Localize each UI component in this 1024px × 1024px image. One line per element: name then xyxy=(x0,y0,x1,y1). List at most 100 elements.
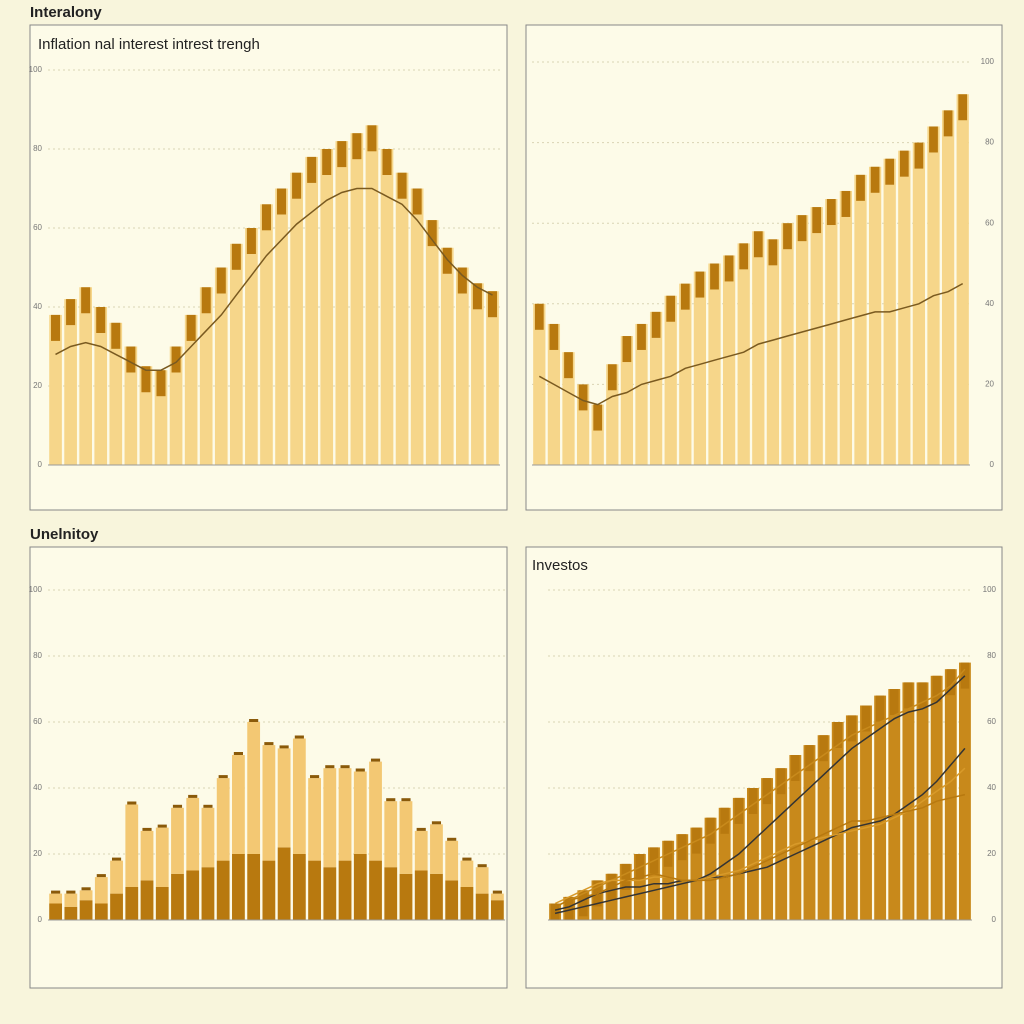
y-tick-label: 80 xyxy=(33,144,42,153)
candle xyxy=(156,370,166,397)
line xyxy=(554,793,966,908)
bar xyxy=(199,287,213,465)
candle xyxy=(870,166,880,193)
chart-title: Inflation nal interest intrest trengh xyxy=(38,36,260,53)
y-tick-label: 20 xyxy=(987,849,996,858)
bar xyxy=(262,745,276,861)
candle xyxy=(875,695,885,722)
bar xyxy=(732,797,745,920)
bar xyxy=(425,220,439,465)
candle xyxy=(292,172,302,199)
candle xyxy=(753,231,763,258)
bar xyxy=(216,860,230,920)
candle xyxy=(487,291,497,318)
candle xyxy=(277,188,287,215)
candle xyxy=(841,190,851,217)
bar xyxy=(94,307,108,465)
bar xyxy=(471,283,484,465)
bar xyxy=(323,867,337,920)
candle xyxy=(899,150,909,177)
bar xyxy=(475,893,489,920)
bar xyxy=(399,801,413,874)
y-tick-label: 0 xyxy=(38,460,43,469)
candle xyxy=(622,336,632,363)
candle xyxy=(946,669,956,696)
bar xyxy=(789,755,802,920)
candle xyxy=(847,715,857,742)
bar xyxy=(384,801,398,868)
bar xyxy=(490,900,504,920)
bar-cap xyxy=(462,857,472,861)
bar xyxy=(79,890,93,901)
bar-cap xyxy=(370,758,381,762)
bar xyxy=(752,231,765,465)
bar-cap xyxy=(431,821,442,825)
bar-cap xyxy=(127,801,137,805)
bar xyxy=(308,860,321,920)
candle xyxy=(797,215,807,242)
candle xyxy=(472,283,482,310)
candle xyxy=(819,735,828,762)
bar xyxy=(384,867,398,920)
y-tick-label: 60 xyxy=(987,717,996,726)
bar xyxy=(839,190,853,465)
bar xyxy=(845,715,858,920)
bar xyxy=(445,880,459,920)
y-tick-label: 0 xyxy=(992,915,997,924)
bar xyxy=(232,854,245,920)
bar xyxy=(533,303,546,465)
bar xyxy=(902,682,915,920)
bar xyxy=(380,149,394,465)
candle xyxy=(695,271,705,298)
bar xyxy=(292,854,306,920)
candle xyxy=(666,295,676,322)
y-tick-label: 20 xyxy=(33,381,42,390)
bar xyxy=(817,735,830,920)
candle xyxy=(352,133,362,160)
candle xyxy=(861,705,871,732)
bar xyxy=(277,847,291,920)
bar xyxy=(547,323,561,465)
candle xyxy=(890,689,899,715)
bar xyxy=(430,824,443,874)
bar xyxy=(110,893,123,920)
bar xyxy=(781,223,794,465)
bar-cap xyxy=(157,824,167,828)
bar-cap xyxy=(340,765,350,769)
candle xyxy=(932,675,941,702)
line xyxy=(55,187,493,371)
candle xyxy=(637,323,646,350)
y-tick-label: 40 xyxy=(987,783,996,792)
bar xyxy=(109,322,123,465)
candle xyxy=(578,384,588,411)
candle xyxy=(427,220,437,247)
bar xyxy=(874,695,887,920)
bar xyxy=(941,110,955,466)
bar-cap xyxy=(142,827,152,831)
candle xyxy=(216,267,226,294)
bar xyxy=(323,768,337,868)
bar xyxy=(125,804,139,887)
bar xyxy=(277,748,291,848)
bar xyxy=(475,867,489,894)
candle xyxy=(367,125,377,152)
bar-cap xyxy=(172,804,183,808)
bar-cap xyxy=(188,794,198,798)
bar xyxy=(445,840,459,881)
bar-cap xyxy=(233,752,243,755)
bar xyxy=(930,675,943,920)
candle xyxy=(593,404,603,431)
bar xyxy=(868,166,882,465)
bar xyxy=(232,755,245,854)
bar xyxy=(456,267,469,465)
bar xyxy=(635,323,648,465)
candle xyxy=(550,903,560,920)
candle xyxy=(564,352,573,379)
candle xyxy=(126,346,136,373)
candle xyxy=(918,682,927,709)
candle xyxy=(856,174,865,201)
bar xyxy=(486,291,499,465)
candle xyxy=(680,283,690,310)
candle xyxy=(783,223,792,250)
bar xyxy=(290,172,303,465)
